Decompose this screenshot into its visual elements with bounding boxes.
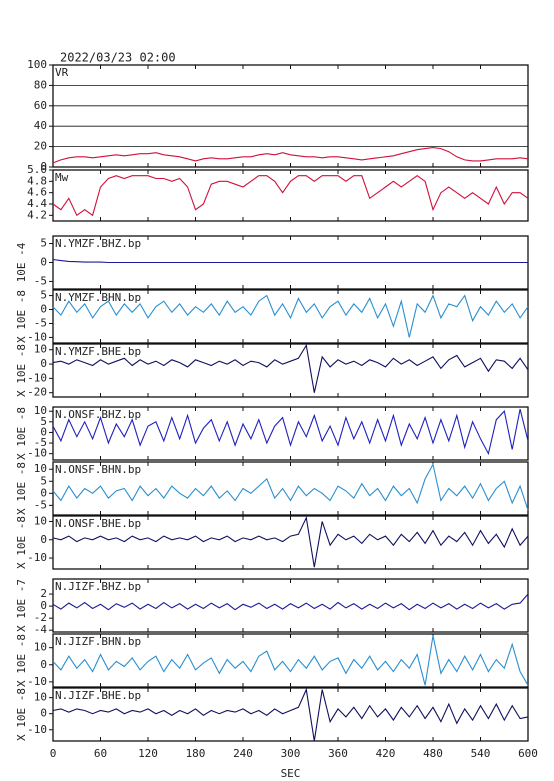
- y-tick-label: 0: [40, 658, 47, 671]
- y-axis-label: X 10E -8: [15, 516, 28, 569]
- trace: [52, 515, 529, 568]
- y-tick-label: 4.4: [27, 197, 47, 210]
- y-tick-label: -4: [34, 623, 48, 636]
- y-tick-label: 0: [40, 533, 47, 546]
- panel-label: Mw: [55, 171, 69, 184]
- y-tick-label: -5: [34, 436, 47, 449]
- y-tick-label: 2: [40, 587, 47, 600]
- y-axis-label: X 10E -7: [15, 579, 28, 632]
- y-tick-label: 4.2: [27, 208, 47, 221]
- y-tick-label: 0: [40, 357, 47, 370]
- y-tick-label: 0: [40, 707, 47, 720]
- y-tick-label: -5: [34, 498, 47, 511]
- x-axis-label: SEC: [281, 767, 301, 780]
- y-tick-label: 100: [27, 58, 47, 71]
- trace: [52, 593, 529, 611]
- panel-label: N.ONSF.BHN.bp: [55, 463, 141, 476]
- y-tick-label: 4.6: [27, 186, 47, 199]
- panel-label: N.JIZF.BHN.bp: [55, 635, 141, 648]
- y-tick-label: 5: [40, 237, 47, 250]
- trace: [52, 294, 529, 338]
- x-tick-label: 300: [281, 747, 301, 760]
- y-tick-label: 0: [40, 425, 47, 438]
- panel-frame: [52, 169, 529, 222]
- y-tick-label: 10: [34, 404, 47, 417]
- y-axis-label: X 10E -8: [15, 290, 28, 343]
- y-tick-label: 10: [34, 691, 47, 704]
- x-tick-label: 60: [94, 747, 107, 760]
- y-tick-label: 0: [40, 256, 47, 269]
- y-tick-label: -2: [34, 611, 47, 624]
- y-tick-label: 0: [40, 303, 47, 316]
- trace: [52, 408, 529, 456]
- y-tick-label: 5: [40, 289, 47, 302]
- y-tick-label: -5: [34, 316, 47, 329]
- y-tick-label: 10: [34, 343, 47, 356]
- x-tick-label: 0: [50, 747, 57, 760]
- y-axis-label: X 10E -8: [15, 344, 28, 397]
- panel-label: N.YMZF.BHE.bp: [55, 345, 141, 358]
- y-tick-label: 5: [40, 474, 47, 487]
- y-tick-label: -5: [34, 274, 47, 287]
- trace: [52, 343, 529, 393]
- x-tick-label: 120: [138, 747, 158, 760]
- y-axis-label: X 10E -8: [15, 407, 28, 460]
- chart-title: 2022/03/23 02:00: [60, 51, 176, 65]
- y-tick-label: 40: [34, 119, 47, 132]
- x-tick-label: 420: [376, 747, 396, 760]
- x-tick-label: 540: [471, 747, 491, 760]
- y-tick-label: 80: [34, 78, 47, 91]
- y-tick-label: 10: [34, 514, 47, 527]
- y-axis-label: X 10E -8: [15, 688, 28, 741]
- y-tick-label: 4.8: [27, 174, 47, 187]
- y-axis-label: 10E -4: [15, 242, 28, 282]
- trace: [52, 258, 528, 264]
- y-tick-label: -10: [27, 723, 47, 736]
- trace: [52, 635, 529, 686]
- y-tick-label: -20: [27, 386, 47, 399]
- panel-frame: [52, 64, 529, 168]
- y-tick-label: -10: [27, 371, 47, 384]
- panel-label: N.ONSF.BHE.bp: [55, 517, 141, 530]
- y-tick-label: 0: [40, 486, 47, 499]
- x-tick-label: 180: [186, 747, 206, 760]
- y-axis-label: X 10E -8: [15, 462, 28, 515]
- trace: [52, 175, 529, 217]
- x-tick-label: 600: [518, 747, 538, 760]
- panel-label: N.YMZF.BHZ.bp: [55, 237, 141, 250]
- y-tick-label: -10: [27, 551, 47, 564]
- panel-label: N.JIZF.BHZ.bp: [55, 580, 141, 593]
- x-tick-label: 480: [423, 747, 443, 760]
- y-tick-label: 5: [40, 415, 47, 428]
- x-tick-label: 360: [328, 747, 348, 760]
- y-tick-label: -10: [27, 447, 47, 460]
- y-tick-label: -10: [27, 675, 47, 688]
- trace: [52, 147, 529, 164]
- y-tick-label: 20: [34, 140, 47, 153]
- panel-label: N.JIZF.BHE.bp: [55, 689, 141, 702]
- y-tick-label: 10: [34, 641, 47, 654]
- y-tick-label: 60: [34, 99, 47, 112]
- y-axis-label: X 10E -8: [15, 634, 28, 687]
- panel-label: VR: [55, 66, 69, 79]
- y-tick-label: 5.0: [27, 163, 47, 176]
- x-tick-label: 240: [233, 747, 253, 760]
- y-tick-label: -10: [27, 330, 47, 343]
- trace: [52, 462, 529, 511]
- panel-label: N.YMZF.BHN.bp: [55, 291, 141, 304]
- trace: [52, 687, 529, 742]
- panel-label: N.ONSF.BHZ.bp: [55, 408, 141, 421]
- y-tick-label: 0: [40, 599, 47, 612]
- y-tick-label: 0: [40, 160, 47, 173]
- y-tick-label: 10: [34, 462, 47, 475]
